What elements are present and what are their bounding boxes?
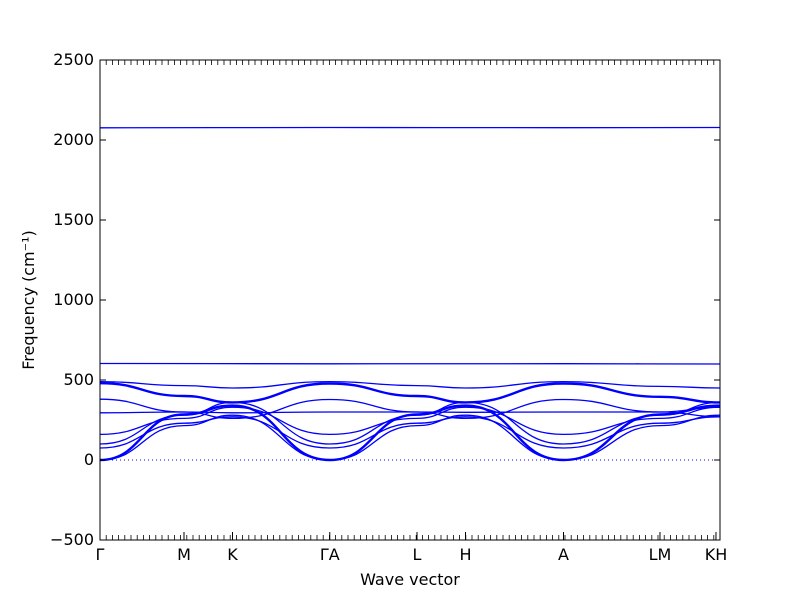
plot-area — [99, 126, 721, 462]
y-tick-label: 500 — [63, 370, 94, 389]
y-tick-label: 1500 — [53, 210, 94, 229]
x-tick-label: L — [413, 545, 422, 564]
y-tick-label: 2500 — [53, 50, 94, 69]
x-tick-label: ΓA — [320, 545, 340, 564]
x-tick-label: K — [227, 545, 238, 564]
band-line-7 — [99, 406, 721, 436]
x-tick-label: KH — [705, 545, 728, 564]
y-axis-label: Frequency (cm⁻¹) — [19, 230, 38, 369]
x-tick-label: M — [177, 545, 191, 564]
x-axis-label: Wave vector — [360, 570, 460, 589]
band-line-2 — [99, 362, 721, 365]
band-line-3 — [99, 380, 721, 389]
y-tick-label: 1000 — [53, 290, 94, 309]
band-line-9 — [99, 416, 721, 449]
x-tick-label: Γ — [96, 545, 105, 564]
y-tick-label: 2000 — [53, 130, 94, 149]
axes-frame — [99, 59, 721, 541]
x-axis-ticks: Γ M K ΓA L H A LM KH — [96, 60, 728, 564]
band-line-4 — [99, 382, 721, 404]
band-line-10 — [99, 404, 721, 462]
x-tick-label: A — [558, 545, 569, 564]
x-tick-label: LM — [649, 545, 672, 564]
y-tick-label: 0 — [84, 450, 94, 469]
band-line-11 — [99, 414, 721, 461]
y-tick-label: −500 — [50, 530, 94, 549]
x-tick-label: H — [459, 545, 471, 564]
